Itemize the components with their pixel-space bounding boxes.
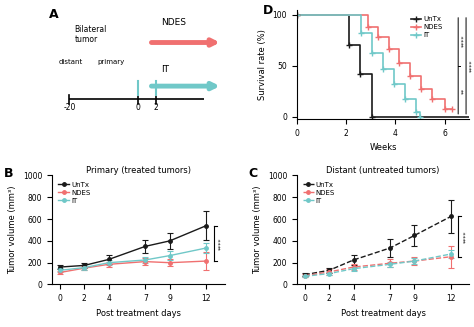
Text: D: D xyxy=(263,4,273,17)
Text: B: B xyxy=(4,167,13,180)
Text: tumor: tumor xyxy=(74,35,98,44)
X-axis label: Post treatment days: Post treatment days xyxy=(341,309,426,318)
Text: IT: IT xyxy=(161,65,169,74)
Text: NDES: NDES xyxy=(161,18,186,27)
Text: C: C xyxy=(249,167,258,180)
Y-axis label: Tumor volume (mm³): Tumor volume (mm³) xyxy=(9,186,18,274)
Legend: UnTx, NDES, IT: UnTx, NDES, IT xyxy=(408,13,445,41)
Text: distant: distant xyxy=(59,59,83,65)
Text: ****: **** xyxy=(469,60,474,72)
Legend: UnTx, NDES, IT: UnTx, NDES, IT xyxy=(301,179,337,207)
Text: primary: primary xyxy=(97,59,124,65)
X-axis label: Weeks: Weeks xyxy=(369,143,397,152)
Text: Bilateral: Bilateral xyxy=(74,25,107,34)
Y-axis label: Tumor volume (mm³): Tumor volume (mm³) xyxy=(253,186,262,274)
Text: **: ** xyxy=(461,88,466,95)
Text: -20: -20 xyxy=(63,103,75,112)
X-axis label: Post treatment days: Post treatment days xyxy=(96,309,181,318)
Text: 0: 0 xyxy=(136,103,141,112)
Text: ****: **** xyxy=(461,34,466,47)
Title: Distant (untreated tumors): Distant (untreated tumors) xyxy=(327,166,440,175)
Text: 2: 2 xyxy=(153,103,158,112)
Text: A: A xyxy=(49,8,58,21)
Text: ****: **** xyxy=(463,230,468,243)
Y-axis label: Survival rate (%): Survival rate (%) xyxy=(258,29,267,100)
Title: Primary (treated tumors): Primary (treated tumors) xyxy=(86,166,191,175)
Legend: UnTx, NDES, IT: UnTx, NDES, IT xyxy=(55,179,93,207)
Text: ****: **** xyxy=(219,237,224,250)
